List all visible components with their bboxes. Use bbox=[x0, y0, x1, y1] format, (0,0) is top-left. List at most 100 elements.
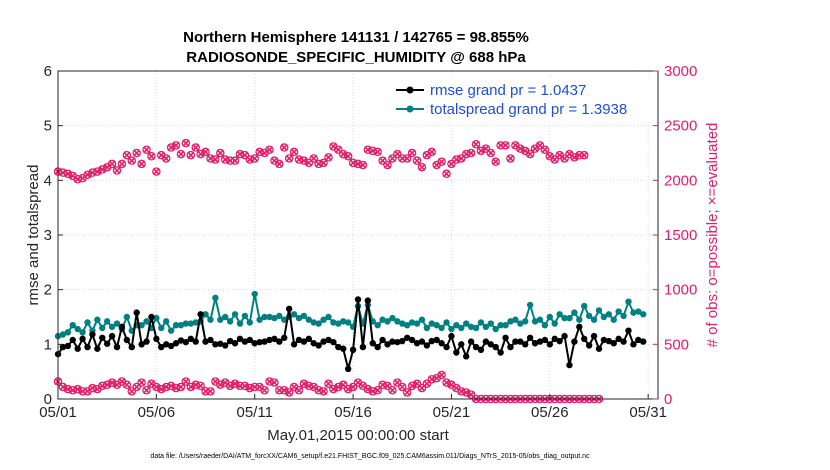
y-right-tick-label: 1000 bbox=[664, 282, 697, 299]
count-possible-point bbox=[501, 141, 510, 150]
count-evaluated-point bbox=[98, 165, 106, 173]
count-evaluated-point bbox=[113, 166, 121, 175]
count-possible-point bbox=[402, 388, 412, 397]
totalspread-point bbox=[182, 320, 190, 327]
totalspread-point bbox=[640, 311, 647, 318]
totalspread-point bbox=[551, 320, 558, 327]
count-possible-point bbox=[407, 148, 417, 158]
legend-spread-marker bbox=[406, 105, 414, 113]
totalspread-point bbox=[482, 323, 490, 331]
count-possible-point bbox=[398, 154, 407, 163]
count-possible-point bbox=[211, 155, 220, 164]
totalspread-point bbox=[74, 325, 81, 333]
count-possible-point bbox=[383, 381, 392, 391]
rmse-point bbox=[241, 338, 249, 345]
y-right-tick-label: 1500 bbox=[664, 227, 697, 244]
totalspread-point bbox=[541, 322, 549, 329]
totalspread-point bbox=[585, 312, 593, 320]
count-possible-point bbox=[373, 386, 382, 395]
rmse-point bbox=[153, 335, 160, 343]
x-tick-label: 05/26 bbox=[531, 404, 569, 421]
rmse-point bbox=[162, 341, 170, 348]
series-rmse bbox=[54, 296, 647, 373]
rmse-point bbox=[497, 349, 504, 356]
totalspread-point bbox=[384, 318, 391, 325]
totalspread-point bbox=[413, 320, 421, 327]
y-axis-left: 0 1 2 3 4 5 6 bbox=[44, 63, 63, 408]
totalspread-point bbox=[433, 322, 440, 329]
count-evaluated-point bbox=[265, 146, 274, 154]
y-left-tick-label: 6 bbox=[44, 63, 52, 80]
count-possible-point bbox=[191, 143, 200, 152]
count-possible-point bbox=[579, 150, 589, 160]
count-possible-point bbox=[466, 390, 476, 399]
totalspread-point bbox=[222, 313, 229, 321]
series-obs_possible bbox=[53, 138, 589, 184]
totalspread-point bbox=[276, 312, 283, 320]
rmse-point bbox=[600, 336, 608, 344]
count-possible-point bbox=[324, 153, 333, 162]
rmse-point bbox=[487, 341, 494, 348]
count-possible-point bbox=[181, 377, 191, 386]
totalspread-point bbox=[241, 312, 249, 320]
series-totalspread bbox=[54, 290, 647, 340]
rmse-point bbox=[364, 297, 372, 304]
rmse-point bbox=[305, 335, 313, 343]
count-possible-point bbox=[250, 154, 259, 163]
rmse-point bbox=[546, 341, 554, 348]
totalspread-point bbox=[123, 313, 131, 321]
count-evaluated-point bbox=[177, 383, 185, 391]
rmse-point bbox=[172, 340, 180, 347]
totalspread-point bbox=[290, 311, 298, 318]
count-evaluated-point bbox=[408, 149, 416, 157]
rmse-point bbox=[177, 337, 185, 344]
rmse-point bbox=[354, 296, 362, 303]
rmse-point bbox=[507, 343, 514, 351]
count-evaluated-point bbox=[138, 379, 146, 387]
count-evaluated-point bbox=[172, 141, 180, 149]
totalspread-point bbox=[172, 322, 180, 329]
rmse-point bbox=[197, 311, 204, 318]
chart-title-line-1: Northern Hemisphere 141131 / 142765 = 98… bbox=[183, 29, 529, 46]
totalspread-point bbox=[187, 320, 194, 327]
count-evaluated-point bbox=[438, 158, 446, 166]
count-possible-point bbox=[412, 156, 422, 165]
rmse-point bbox=[556, 337, 563, 345]
count-evaluated-point bbox=[162, 154, 170, 163]
rmse-point bbox=[541, 336, 549, 344]
rmse-point bbox=[630, 341, 637, 348]
count-possible-point bbox=[437, 370, 446, 380]
rmse-point bbox=[462, 353, 470, 360]
count-evaluated-point bbox=[182, 139, 190, 147]
totalspread-point bbox=[566, 314, 573, 322]
rmse-point bbox=[281, 334, 288, 341]
count-possible-point bbox=[152, 167, 161, 176]
count-evaluated-point bbox=[275, 160, 283, 168]
count-possible-point bbox=[309, 154, 318, 163]
rmse-point bbox=[320, 338, 327, 345]
rmse-point bbox=[103, 340, 111, 347]
count-possible-point bbox=[388, 154, 397, 163]
rmse-point bbox=[625, 327, 632, 334]
chart-title-line-2: RADIOSONDE_SPECIFIC_HUMIDITY @ 688 hPa bbox=[186, 49, 526, 66]
count-evaluated-point bbox=[152, 168, 160, 176]
count-possible-point bbox=[319, 158, 328, 168]
count-possible-point bbox=[289, 147, 299, 157]
rmse-point bbox=[315, 342, 322, 349]
totalspread-point bbox=[605, 311, 613, 318]
y-axis-right: 0 500 1000 1500 2000 2500 3000 bbox=[653, 63, 697, 408]
rmse-point bbox=[182, 338, 190, 346]
count-possible-point bbox=[398, 382, 407, 392]
totalspread-point bbox=[138, 322, 145, 329]
count-evaluated-point bbox=[226, 382, 234, 390]
rmse-point bbox=[59, 343, 67, 351]
y-left-tick-label: 2 bbox=[44, 282, 52, 299]
count-evaluated-point bbox=[157, 385, 165, 393]
rmse-point bbox=[428, 337, 435, 345]
totalspread-point bbox=[236, 320, 244, 327]
totalspread-point bbox=[556, 311, 563, 318]
totalspread-point bbox=[271, 314, 278, 322]
count-possible-point bbox=[127, 387, 137, 396]
count-possible-point bbox=[442, 169, 451, 179]
totalspread-point bbox=[108, 323, 116, 331]
